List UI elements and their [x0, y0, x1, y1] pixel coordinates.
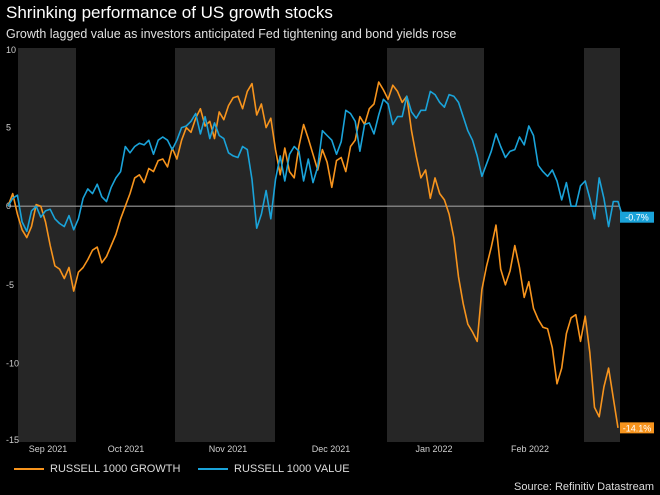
month-band-2	[387, 48, 484, 442]
legend-swatch-value	[198, 468, 228, 470]
y-tick-label: -15	[6, 435, 19, 445]
month-band-0	[18, 48, 76, 442]
legend-label-value: RUSSELL 1000 VALUE	[234, 463, 350, 475]
x-month-label: Jan 2022	[415, 444, 452, 454]
x-month-label: Feb 2022	[511, 444, 549, 454]
x-month-label: Dec 2021	[312, 444, 351, 454]
value-end-label: -0.7%	[625, 213, 649, 223]
legend-item-growth: RUSSELL 1000 GROWTH	[14, 463, 180, 475]
legend-label-growth: RUSSELL 1000 GROWTH	[50, 463, 180, 475]
growth-end-label: -14.1%	[623, 423, 652, 433]
x-month-label: Oct 2021	[108, 444, 145, 454]
line-chart: 1050-5-10-15Sep 2021 Oct 2021 Nov 2021 Dec …	[0, 0, 660, 495]
month-band-3	[584, 48, 620, 442]
y-tick-label: 5	[6, 123, 11, 133]
x-month-label: Nov 2021	[209, 444, 248, 454]
x-month-label: Sep 2021	[29, 444, 68, 454]
y-tick-label: -10	[6, 358, 19, 368]
y-tick-label: -5	[6, 280, 14, 290]
y-tick-label: 10	[6, 45, 16, 55]
legend-item-value: RUSSELL 1000 VALUE	[198, 463, 350, 475]
source-note: Source: Refinitiv Datastream	[514, 481, 654, 493]
legend-swatch-growth	[14, 468, 44, 470]
